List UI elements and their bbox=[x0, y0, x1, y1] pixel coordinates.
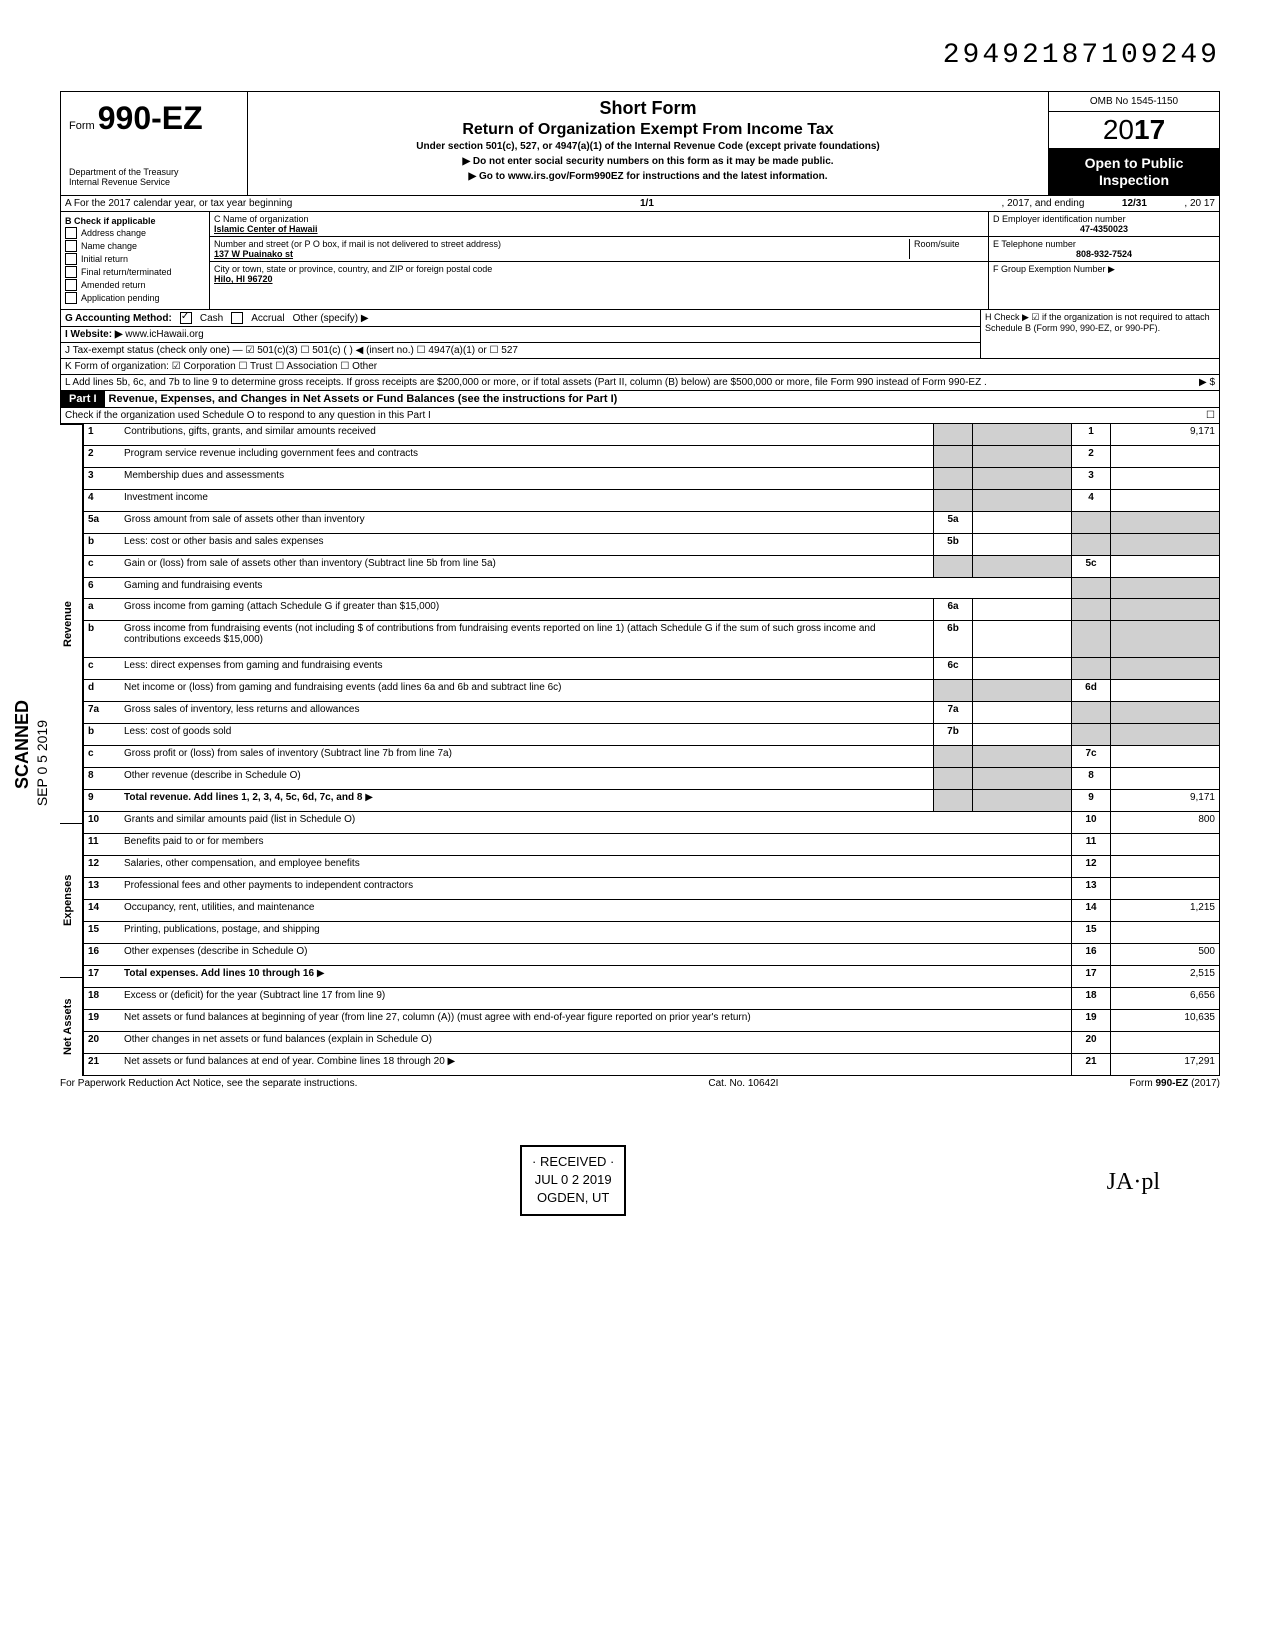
form-number-box: Form 990-EZ Department of the Treasury I… bbox=[61, 92, 248, 195]
form-number: 990-EZ bbox=[98, 100, 203, 136]
col-c: C Name of organization Islamic Center of… bbox=[210, 212, 988, 309]
row-k: K Form of organization: ☑ Corporation ☐ … bbox=[60, 359, 1220, 375]
title-box: Short Form Return of Organization Exempt… bbox=[248, 92, 1048, 195]
col-b: B Check if applicable Address change Nam… bbox=[61, 212, 210, 309]
note2: ▶ Go to www.irs.gov/Form990EZ for instru… bbox=[256, 171, 1040, 182]
form-prefix: Form bbox=[69, 120, 95, 132]
footer-mid: Cat. No. 10642I bbox=[708, 1078, 778, 1089]
c-city: Hilo, HI 96720 bbox=[214, 274, 984, 284]
c-street: 137 W Puainako st bbox=[214, 249, 909, 259]
open-public: Open to Public Inspection bbox=[1049, 149, 1219, 195]
vert-netassets: Net Assets bbox=[60, 977, 83, 1076]
row-a-end: 12/31 bbox=[1084, 198, 1184, 209]
part1-check: Check if the organization used Schedule … bbox=[60, 408, 1220, 424]
f-label: F Group Exemption Number ▶ bbox=[989, 262, 1219, 277]
title-main: Return of Organization Exempt From Incom… bbox=[256, 121, 1040, 139]
c-city-label: City or town, state or province, country… bbox=[214, 264, 984, 274]
chk-amended[interactable] bbox=[65, 279, 77, 291]
note1: ▶ Do not enter social security numbers o… bbox=[256, 156, 1040, 167]
vert-expenses: Expenses bbox=[60, 823, 83, 977]
d-val: 47-4350023 bbox=[993, 224, 1215, 234]
footer-left: For Paperwork Reduction Act Notice, see … bbox=[60, 1078, 357, 1089]
section-bc: B Check if applicable Address change Nam… bbox=[60, 212, 1220, 310]
chk-name[interactable] bbox=[65, 240, 77, 252]
row-h: H Check ▶ ☑ if the organization is not r… bbox=[981, 310, 1220, 359]
title-short: Short Form bbox=[256, 98, 1040, 119]
stamp-scandate: SEP 0 5 2019 bbox=[34, 720, 50, 806]
part1-title: Revenue, Expenses, and Changes in Net As… bbox=[105, 391, 622, 407]
row-website: I Website: ▶ www.icHawaii.org bbox=[60, 327, 981, 343]
footer-right: Form 990-EZ (2017) bbox=[1129, 1078, 1220, 1089]
row-l: L Add lines 5b, 6c, and 7b to line 9 to … bbox=[60, 375, 1220, 391]
chk-final[interactable] bbox=[65, 266, 77, 278]
omb: OMB No 1545-1150 bbox=[1049, 92, 1219, 112]
footer: For Paperwork Reduction Act Notice, see … bbox=[60, 1076, 1220, 1089]
right-header: OMB No 1545-1150 20201717 Open to Public… bbox=[1048, 92, 1219, 195]
row-a-mid: , 2017, and ending bbox=[1002, 198, 1085, 209]
chk-address[interactable] bbox=[65, 227, 77, 239]
c-name: Islamic Center of Hawaii bbox=[214, 224, 984, 234]
line-table: 1Contributions, gifts, grants, and simil… bbox=[83, 424, 1220, 1076]
stamp-scanned: SCANNED bbox=[12, 700, 33, 789]
chk-accrual[interactable] bbox=[231, 312, 243, 324]
form-header: Form 990-EZ Department of the Treasury I… bbox=[60, 91, 1220, 196]
c-street-label: Number and street (or P O box, if mail i… bbox=[214, 239, 909, 249]
c-room-label: Room/suite bbox=[909, 239, 984, 259]
row-a-begin: 1/1 bbox=[292, 198, 1001, 209]
row-a-label: A For the 2017 calendar year, or tax yea… bbox=[65, 198, 292, 209]
chk-cash[interactable] bbox=[180, 312, 192, 324]
website-val: www.icHawaii.org bbox=[125, 329, 203, 340]
e-label: E Telephone number bbox=[993, 239, 1215, 249]
chk-initial[interactable] bbox=[65, 253, 77, 265]
g-label: G Accounting Method: bbox=[65, 313, 172, 324]
row-g: G Accounting Method: Cash Accrual Other … bbox=[60, 310, 981, 327]
row-a: A For the 2017 calendar year, or tax yea… bbox=[60, 196, 1220, 212]
signature: JA·pl bbox=[60, 1169, 1220, 1196]
tax-year: 20201717 bbox=[1049, 112, 1219, 149]
tracking-number: 29492187109249 bbox=[60, 40, 1220, 71]
chk-pending[interactable] bbox=[65, 292, 77, 304]
dept1: Department of the Treasury bbox=[69, 167, 239, 177]
dept2: Internal Revenue Service bbox=[69, 177, 239, 187]
d-label: D Employer identification number bbox=[993, 214, 1215, 224]
e-val: 808-932-7524 bbox=[993, 249, 1215, 259]
col-right: D Employer identification number 47-4350… bbox=[988, 212, 1219, 309]
received-stamp: · RECEIVED · JUL 0 2 2019 OGDEN, UT bbox=[520, 1145, 626, 1216]
part1-header: Part I bbox=[61, 391, 105, 407]
col-b-header: B Check if applicable bbox=[65, 216, 205, 226]
row-a-yr: , 20 17 bbox=[1184, 198, 1215, 209]
subtitle: Under section 501(c), 527, or 4947(a)(1)… bbox=[256, 141, 1040, 152]
part1-header-row: Part I Revenue, Expenses, and Changes in… bbox=[60, 391, 1220, 408]
row-j: J Tax-exempt status (check only one) — ☑… bbox=[60, 343, 981, 359]
c-name-label: C Name of organization bbox=[214, 214, 984, 224]
vert-revenue: Revenue bbox=[60, 424, 83, 823]
